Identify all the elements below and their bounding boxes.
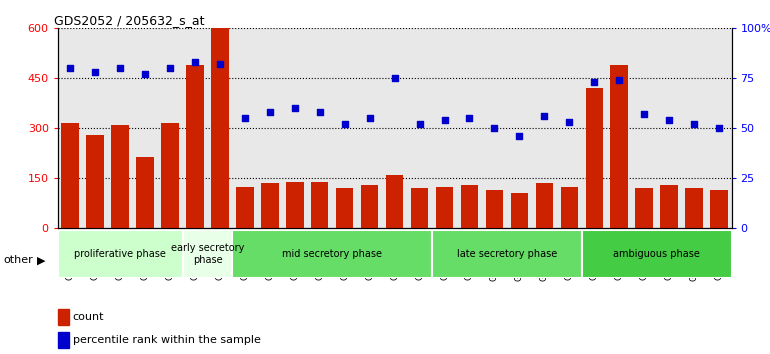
Point	[563, 120, 575, 125]
Bar	[58, 332, 69, 348]
Point	[588, 80, 601, 85]
Bar	[86, 135, 104, 228]
Text: percentile rank within the sample: percentile rank within the sample	[72, 335, 260, 346]
Text: proliferative phase: proliferative phase	[74, 249, 166, 259]
Bar	[582, 230, 732, 278]
Point	[538, 114, 551, 119]
Bar	[661, 185, 678, 228]
Text: count: count	[72, 312, 104, 322]
Point	[438, 118, 450, 123]
Bar	[585, 88, 603, 228]
Bar	[186, 65, 204, 228]
Text: late secretory phase: late secretory phase	[457, 249, 557, 259]
Bar	[336, 188, 353, 228]
Bar	[58, 230, 182, 278]
Point	[214, 62, 226, 67]
Bar	[261, 183, 279, 228]
Text: mid secretory phase: mid secretory phase	[283, 249, 382, 259]
Bar	[536, 183, 553, 228]
Bar	[685, 188, 703, 228]
Bar	[311, 182, 329, 228]
Bar	[710, 190, 728, 228]
Point	[289, 105, 301, 111]
Bar	[233, 230, 432, 278]
Point	[688, 121, 700, 127]
Bar	[436, 187, 454, 228]
Bar	[432, 230, 582, 278]
Point	[388, 75, 400, 81]
Bar	[236, 187, 253, 228]
Bar	[386, 175, 403, 228]
Bar	[411, 188, 428, 228]
Point	[189, 59, 201, 65]
Bar	[611, 65, 628, 228]
Point	[638, 112, 651, 117]
Point	[89, 69, 102, 75]
Bar	[58, 309, 69, 325]
Bar	[182, 230, 233, 278]
Point	[339, 121, 351, 127]
Bar	[136, 157, 154, 228]
Point	[464, 115, 476, 121]
Bar	[460, 185, 478, 228]
Point	[363, 115, 376, 121]
Point	[488, 126, 500, 131]
Bar	[635, 188, 653, 228]
Point	[164, 65, 176, 71]
Point	[663, 118, 675, 123]
Text: early secretory
phase: early secretory phase	[171, 243, 244, 265]
Bar	[211, 28, 229, 228]
Point	[413, 121, 426, 127]
Text: GDS2052 / 205632_s_at: GDS2052 / 205632_s_at	[55, 14, 205, 27]
Bar	[161, 123, 179, 228]
Point	[313, 109, 326, 115]
Point	[139, 72, 151, 77]
Point	[64, 65, 76, 71]
Point	[713, 126, 725, 131]
Bar	[112, 125, 129, 228]
Bar	[486, 190, 503, 228]
Text: ambiguous phase: ambiguous phase	[613, 249, 700, 259]
Point	[263, 109, 276, 115]
Bar	[511, 193, 528, 228]
Bar	[361, 185, 378, 228]
Bar	[286, 182, 303, 228]
Point	[613, 78, 625, 83]
Bar	[62, 123, 79, 228]
Point	[239, 115, 251, 121]
Bar	[561, 187, 578, 228]
Text: ▶: ▶	[37, 255, 45, 265]
Point	[514, 133, 526, 139]
Point	[114, 65, 126, 71]
Text: other: other	[4, 255, 34, 265]
